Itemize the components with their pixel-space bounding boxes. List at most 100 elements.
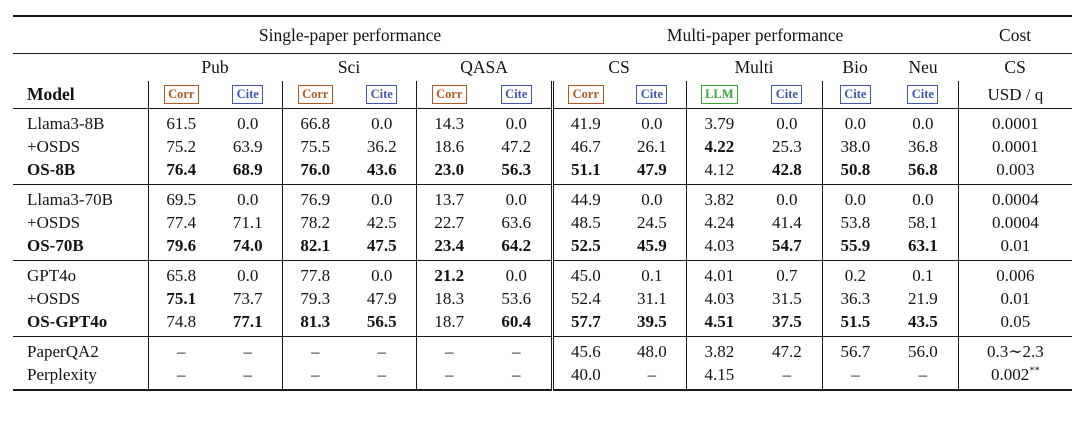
value-cell: 0.0 bbox=[505, 113, 527, 133]
table-row: Llama3-70B 69.5 0.0 76.9 0.0 13.7 0.0 44.9 0.0 3.… bbox=[13, 184, 1073, 211]
value-cell: 22.7 bbox=[415, 211, 482, 234]
cite-badge: Cite bbox=[500, 85, 532, 104]
value-cell: 21.9 bbox=[907, 288, 938, 308]
value-cell: 75.2 bbox=[147, 135, 214, 158]
value-cell: 77.8 bbox=[281, 260, 348, 287]
value-cell: 4.22 bbox=[685, 135, 753, 158]
value-cell: 52.4 bbox=[550, 287, 619, 310]
cost-cell: 0.006 bbox=[957, 260, 1073, 287]
value-cell: 54.7 bbox=[771, 235, 802, 255]
model-name: OS-GPT4o bbox=[27, 311, 108, 331]
model-name: Llama3-8B bbox=[27, 113, 105, 133]
badge-cell: Corr bbox=[281, 81, 348, 109]
cost-cell: 0.05 bbox=[957, 310, 1073, 337]
value-cell: 73.7 bbox=[232, 288, 263, 308]
value-cell: 64.2 bbox=[501, 235, 532, 255]
corr-badge: Corr bbox=[431, 85, 467, 104]
results-table: Single-paper performance Multi-paper per… bbox=[13, 15, 1073, 391]
span-header-multi: Multi-paper performance bbox=[552, 15, 959, 54]
cite-badge: Cite bbox=[771, 85, 803, 104]
value-cell: 50.8 bbox=[821, 158, 889, 185]
col-group-bio: Bio bbox=[842, 57, 868, 77]
value-cell: – bbox=[482, 363, 553, 391]
value-cell: 0.0 bbox=[214, 184, 282, 211]
value-cell: 0.0 bbox=[237, 113, 259, 133]
value-cell: 36.8 bbox=[907, 136, 938, 156]
badge-cell: LLM bbox=[685, 81, 753, 109]
cost-cell: 0.002** bbox=[957, 363, 1073, 391]
value-cell: – bbox=[348, 363, 416, 391]
value-cell: 36.2 bbox=[366, 136, 397, 156]
value-cell: 24.5 bbox=[636, 212, 667, 232]
value-cell: 42.5 bbox=[366, 212, 397, 232]
value-cell: 48.0 bbox=[618, 336, 687, 363]
cost-cell: 0.0001 bbox=[957, 108, 1073, 135]
value-cell: 61.5 bbox=[147, 108, 214, 135]
value-cell: 79.3 bbox=[281, 287, 348, 310]
value-cell: 14.3 bbox=[415, 108, 482, 135]
value-cell: 55.9 bbox=[821, 234, 889, 261]
corr-badge: Corr bbox=[297, 85, 333, 104]
value-cell: 47.5 bbox=[366, 235, 397, 255]
badge-cell: Corr bbox=[415, 81, 482, 109]
value-cell: 82.1 bbox=[281, 234, 348, 261]
value-cell: 47.9 bbox=[366, 288, 397, 308]
badge-cell: Cite bbox=[618, 81, 687, 109]
value-cell: 81.3 bbox=[281, 310, 348, 337]
value-cell: 40.0 bbox=[550, 363, 619, 391]
value-cell: – bbox=[752, 363, 823, 391]
value-cell: 68.9 bbox=[232, 159, 263, 179]
cost-header-unit: USD / q bbox=[957, 81, 1073, 109]
value-cell: 31.5 bbox=[771, 288, 802, 308]
value-cell: 13.7 bbox=[415, 184, 482, 211]
badge-cell: Corr bbox=[550, 81, 619, 109]
value-cell: 0.0 bbox=[482, 260, 553, 287]
model-name: +OSDS bbox=[27, 212, 81, 232]
corr-badge: Corr bbox=[568, 85, 604, 104]
value-cell: 4.01 bbox=[685, 260, 753, 287]
model-name: GPT4o bbox=[13, 260, 148, 287]
value-cell: 4.24 bbox=[685, 211, 753, 234]
model-name: OS-70B bbox=[27, 235, 84, 255]
model-name: +OSDS bbox=[27, 288, 81, 308]
cost-cell: 0.01 bbox=[957, 287, 1073, 310]
value-cell: 4.15 bbox=[685, 363, 753, 391]
cost-cell: 0.0004 bbox=[957, 211, 1073, 234]
model-name: Perplexity bbox=[13, 363, 148, 391]
value-cell: 0.0 bbox=[821, 184, 889, 211]
value-cell: 76.9 bbox=[281, 184, 348, 211]
table-row: OS-GPT4o 74.8 77.1 81.3 56.5 18.7 60.4 57.7 39.5… bbox=[13, 310, 1073, 337]
value-cell: 42.8 bbox=[771, 159, 802, 179]
cost-cell: 0.0004 bbox=[957, 184, 1073, 211]
value-cell: 0.1 bbox=[888, 260, 959, 287]
cite-badge: Cite bbox=[636, 85, 668, 104]
value-cell: 65.8 bbox=[147, 260, 214, 287]
value-cell: 0.2 bbox=[821, 260, 889, 287]
value-cell: 0.0 bbox=[618, 184, 687, 211]
cost-cell: 0.3∼2.3 bbox=[957, 336, 1073, 363]
value-cell: 3.82 bbox=[685, 336, 753, 363]
value-cell: 3.82 bbox=[685, 184, 753, 211]
value-cell: – bbox=[214, 336, 282, 363]
value-cell: 75.5 bbox=[281, 135, 348, 158]
value-cell: 43.6 bbox=[366, 159, 397, 179]
value-cell: 4.12 bbox=[685, 158, 753, 185]
value-cell: 43.5 bbox=[907, 311, 938, 331]
model-name: Llama3-70B bbox=[13, 184, 148, 211]
page: Single-paper performance Multi-paper per… bbox=[13, 15, 1073, 391]
column-group-row: Model Pub Sci QASA CS Multi Bio Neu CS bbox=[13, 53, 1072, 109]
value-cell: 47.2 bbox=[501, 136, 532, 156]
span-header-spacer bbox=[13, 15, 148, 54]
value-cell: 46.7 bbox=[550, 135, 619, 158]
value-cell: 51.5 bbox=[821, 310, 889, 337]
value-cell: 47.9 bbox=[636, 159, 667, 179]
cite-badge: Cite bbox=[232, 85, 264, 104]
value-cell: 37.5 bbox=[771, 311, 802, 331]
value-cell: – bbox=[821, 363, 889, 391]
table-row: Llama3-8B 61.5 0.0 66.8 0.0 14.3 0.0 41.9 0.0 3.7… bbox=[13, 108, 1073, 135]
value-cell: 56.8 bbox=[907, 159, 938, 179]
value-cell: 77.4 bbox=[147, 211, 214, 234]
value-cell: 25.3 bbox=[771, 136, 802, 156]
value-cell: 56.7 bbox=[821, 336, 889, 363]
value-cell: 0.0 bbox=[348, 260, 416, 287]
